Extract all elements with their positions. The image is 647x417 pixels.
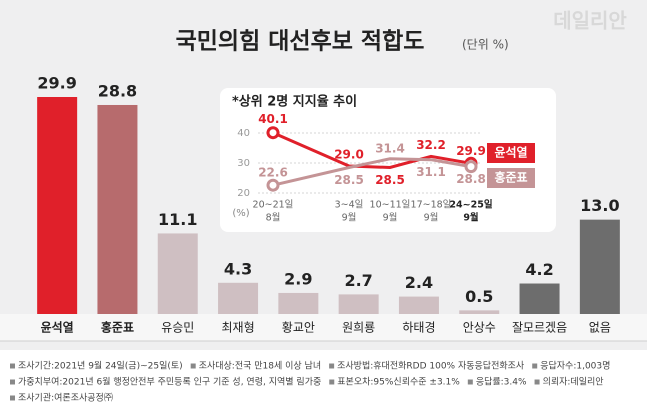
- x-tick-label: 24~25일: [449, 199, 492, 211]
- value-label: 40.1: [258, 112, 288, 126]
- bullet: [329, 363, 335, 369]
- watermark: 데일리안: [553, 9, 627, 33]
- note: 응답률:3.4%: [476, 376, 527, 388]
- value-label: 31.1: [416, 165, 446, 179]
- bar: [459, 310, 500, 314]
- bar: [519, 283, 560, 314]
- x-tick-label: 잘모르겠음: [512, 321, 567, 335]
- bar: [97, 104, 138, 314]
- value-label: 28.5: [334, 173, 364, 187]
- x-tick-label: 원희룡: [342, 321, 375, 335]
- bullet: [190, 363, 196, 369]
- value-label: 4.3: [224, 259, 252, 278]
- line: [272, 157, 472, 187]
- legend-label: 홍준표: [494, 170, 527, 185]
- note: 가중치부여:2021년 6월 행정안전부 주민등록 인구 기준 성, 연령, 지…: [18, 376, 321, 388]
- label-band: [0, 314, 647, 341]
- point: [266, 126, 280, 140]
- value-label: 2.4: [405, 273, 433, 292]
- bullet: [10, 379, 15, 385]
- x-tick-label: 황교안: [282, 321, 315, 335]
- point: [464, 160, 478, 174]
- value-label: 29.9: [456, 144, 486, 158]
- x-tick-label: 최재형: [221, 321, 254, 335]
- note: 조사기관:여론조사공정㈜: [18, 392, 113, 404]
- note: 의뢰자:데일리안: [543, 377, 604, 388]
- legend-box: [487, 143, 535, 163]
- bullet: [10, 363, 15, 369]
- note: 조사기간:2021년 9월 24일(금)~25일(토): [18, 360, 183, 372]
- value-label: 28.8: [456, 172, 486, 186]
- bullet: [467, 379, 473, 385]
- bullet: [534, 379, 540, 385]
- x-tick-label: 홍준표: [101, 320, 134, 335]
- unit-label: (단위 %): [462, 38, 509, 52]
- x-tick-label: 9월: [424, 212, 439, 224]
- x-tick-label: 9월: [383, 212, 398, 224]
- x-tick-label: 유승민: [161, 321, 194, 335]
- y-tick-label: 20: [237, 188, 250, 199]
- inset-title: *상위 2명 지지율 추이: [232, 94, 357, 110]
- x-tick-label: 9월: [463, 212, 478, 224]
- x-tick-label: 윤석열: [41, 320, 74, 335]
- y-tick-label: 40: [237, 128, 250, 139]
- note: 응답자수:1,003명: [540, 360, 610, 372]
- bar: [157, 233, 198, 314]
- bar: [37, 97, 78, 314]
- bar: [278, 292, 319, 314]
- x-tick-label: 17~18일: [411, 200, 452, 211]
- value-label: 32.2: [416, 138, 446, 152]
- value-label: 28.8: [98, 81, 137, 100]
- legend-box: [487, 168, 535, 188]
- value-label: 2.9: [284, 269, 312, 288]
- value-label: 4.2: [525, 260, 553, 279]
- value-label: 29.9: [37, 74, 76, 93]
- value-label: 2.7: [344, 271, 372, 290]
- x-tick-label: 20~21일: [253, 200, 294, 211]
- y-tick-label: 30: [237, 158, 250, 169]
- value-label: 29.0: [334, 148, 364, 162]
- value-label: 22.6: [258, 166, 288, 180]
- note: 조사방법:휴대전화RDD 100% 자동응답전화조사: [337, 360, 525, 372]
- bar: [338, 294, 379, 314]
- note: 조사대상:전국 만18세 이상 남녀: [199, 361, 321, 372]
- bar: [218, 282, 259, 314]
- value-label: 0.5: [465, 287, 493, 306]
- bullet: [10, 395, 15, 401]
- bullet: [329, 379, 335, 385]
- x-tick-label: 9월: [342, 212, 357, 224]
- bar: [579, 219, 620, 314]
- line: [272, 131, 472, 170]
- value-label: 11.1: [158, 210, 197, 229]
- x-tick-label: 없음: [589, 321, 611, 335]
- bar: [398, 296, 439, 314]
- value-label: 31.4: [375, 141, 405, 155]
- value-label: 13.0: [580, 196, 619, 215]
- y-axis-label: (%): [232, 208, 249, 219]
- x-tick-label: 안상수: [463, 321, 496, 335]
- x-tick-label: 하태경: [402, 321, 435, 335]
- point: [266, 178, 280, 192]
- value-label: 28.5: [375, 173, 405, 187]
- chart-title: 국민의힘 대선후보 적합도: [176, 29, 425, 55]
- x-tick-label: 3~4일: [335, 200, 364, 211]
- x-tick-label: 10~11일: [370, 200, 411, 211]
- note: 표본오차:95%신뢰수준 ±3.1%: [337, 376, 460, 388]
- legend-label: 윤석열: [494, 145, 527, 160]
- bullet: [532, 363, 538, 369]
- x-tick-label: 8월: [266, 212, 281, 224]
